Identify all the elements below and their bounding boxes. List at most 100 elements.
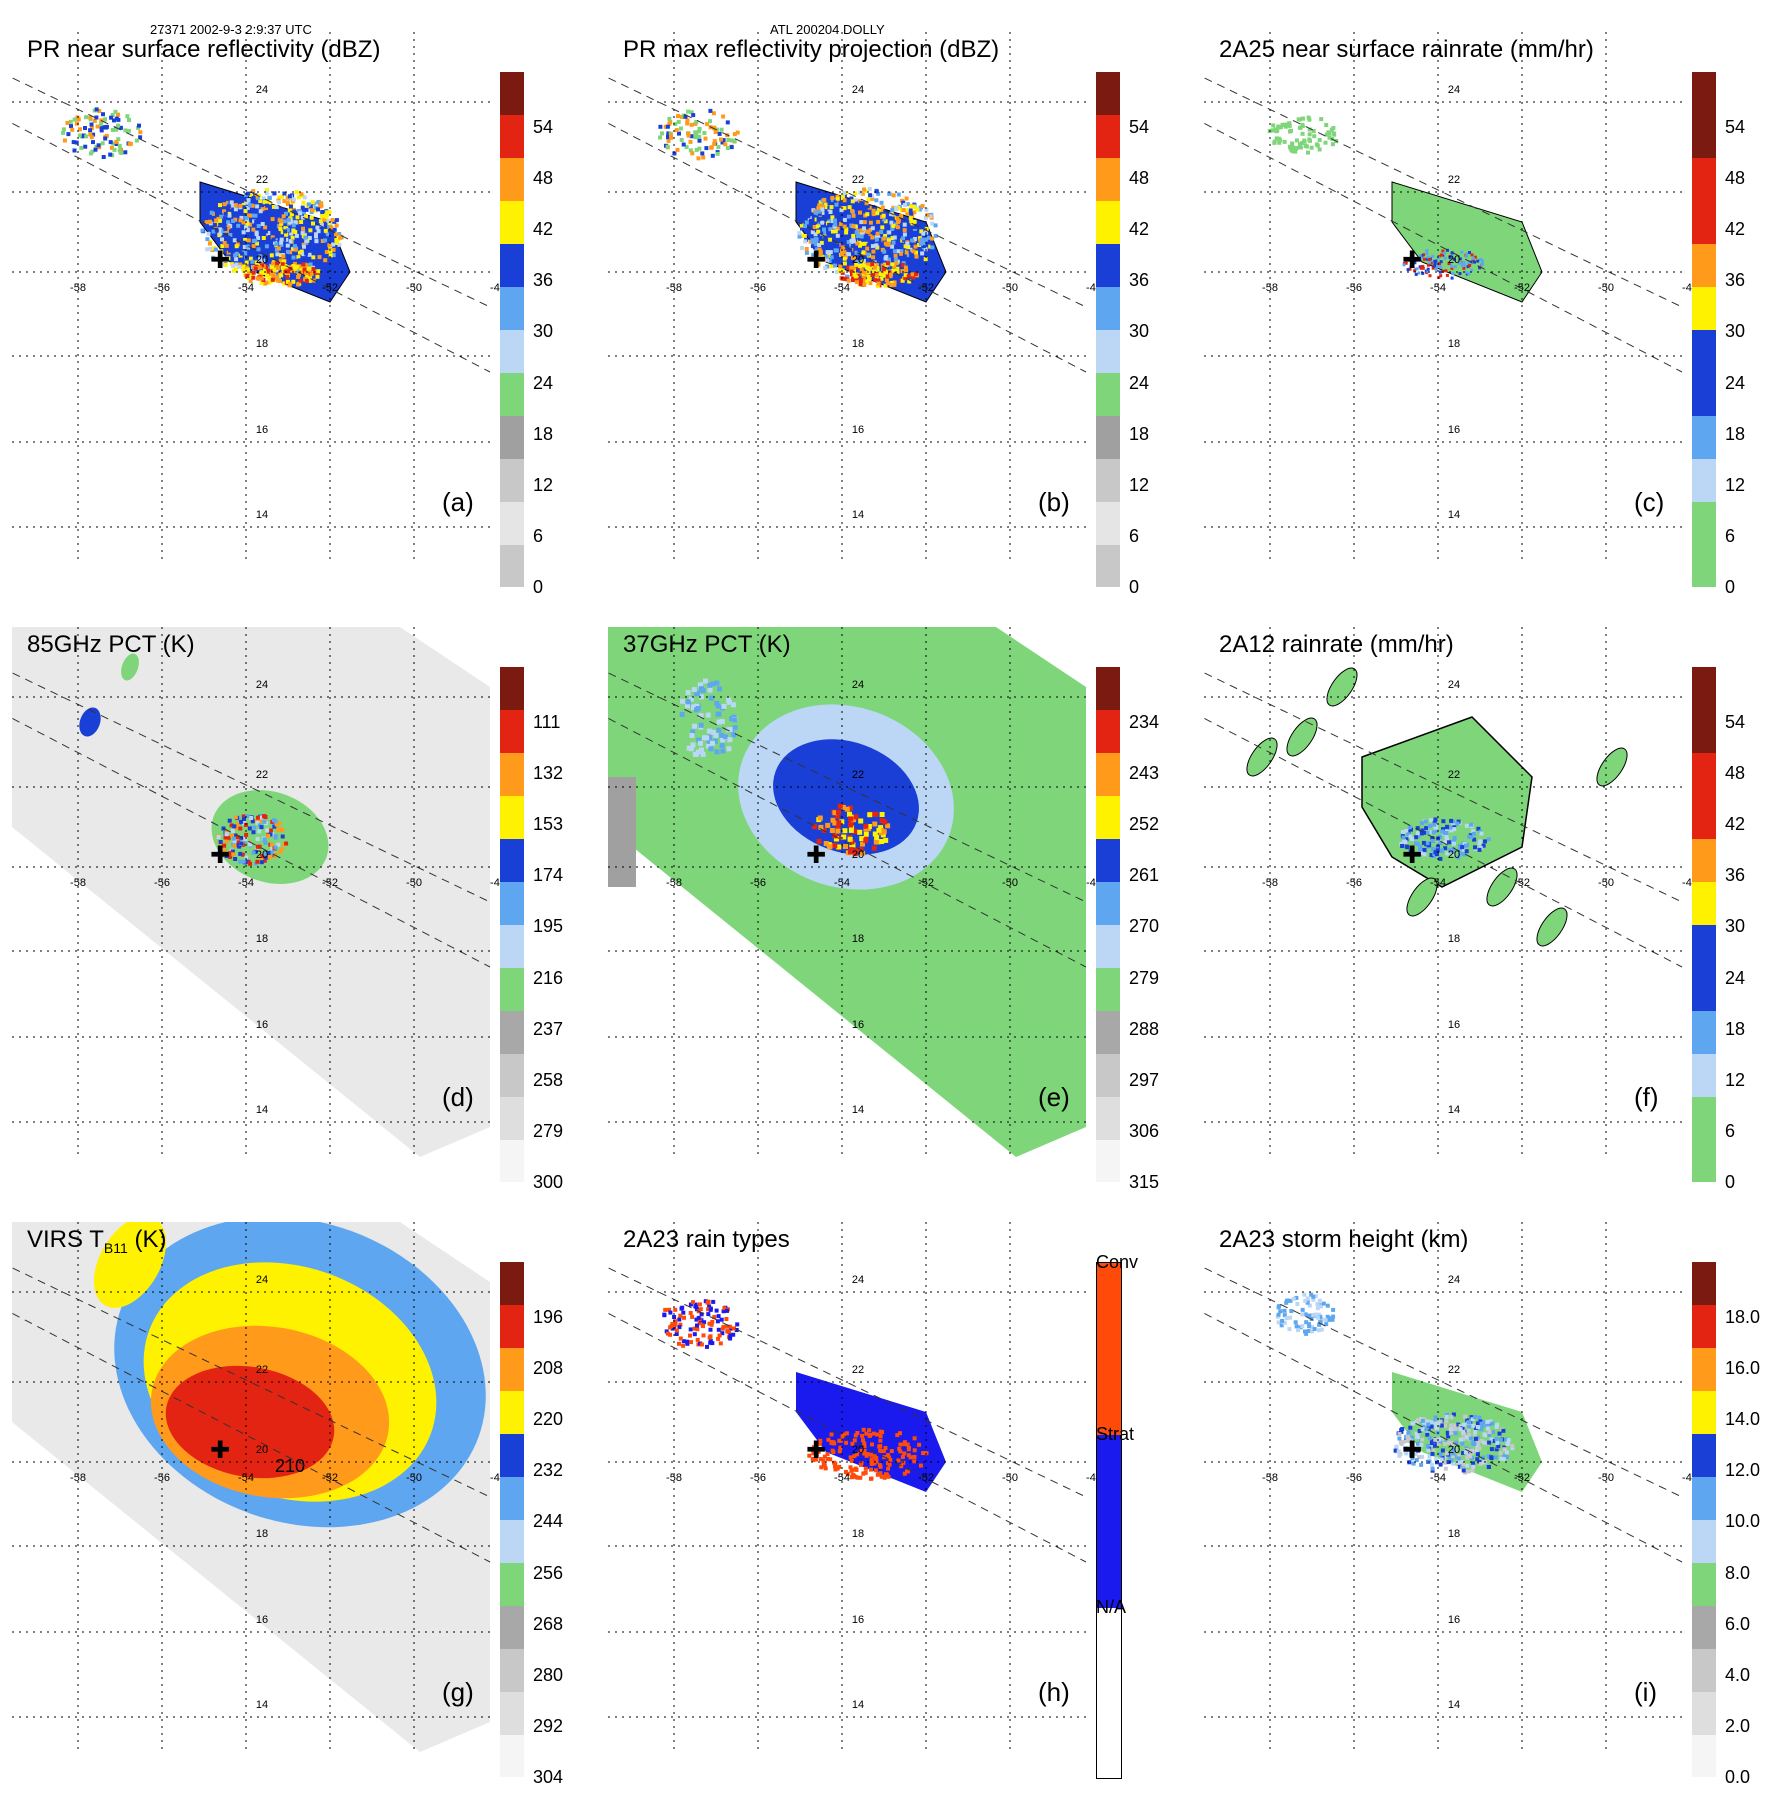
lon-label: -52 (322, 282, 338, 294)
lat-label: 22 (255, 174, 269, 186)
colorbar-segment (1692, 458, 1716, 502)
lat-label: 24 (1447, 84, 1461, 96)
panel-c: ✚ -58 -56 -54 -52 -50 -48 24 22 20 18 16 14 2A25 near… (1192, 32, 1771, 622)
lat-label: 18 (851, 933, 865, 945)
lat-label: 16 (851, 1614, 865, 1626)
colorbar-segment (1692, 243, 1716, 288)
contour-label: 210 (275, 1456, 305, 1476)
lon-label: -50 (406, 1472, 422, 1484)
colorbar-segment (1096, 114, 1120, 159)
colorbar-segment (1692, 329, 1716, 373)
lon-label: -52 (322, 1472, 338, 1484)
colorbar-tick: 18.0 (1725, 1307, 1761, 1327)
colorbar-segment (1097, 1608, 1121, 1778)
lat-label: 22 (255, 769, 269, 781)
panel-tag: (a) (442, 487, 474, 517)
colorbar-segment (1692, 72, 1716, 116)
panel-title: 2A23 rain types (623, 1226, 790, 1253)
map-h: ✚ (608, 1222, 1088, 1752)
colorbar-tick: 270 (1129, 916, 1160, 937)
storm-center-icon: ✚ (806, 1436, 826, 1464)
panel-title: 2A12 rainrate (mm/hr) (1219, 631, 1454, 658)
lon-label: -50 (1002, 877, 1018, 889)
lon-label: -52 (1514, 282, 1530, 294)
lon-label: -58 (1262, 282, 1278, 294)
lat-label: 16 (1447, 424, 1461, 436)
lat-label: 14 (255, 509, 269, 521)
colorbar-segment (1692, 795, 1716, 840)
colorbar-tick: 48 (1725, 168, 1746, 189)
lat-label: 18 (1447, 933, 1461, 945)
colorbar (500, 72, 524, 588)
colorbar-segment (500, 114, 524, 159)
lat-label: 14 (1447, 509, 1461, 521)
colorbar (1096, 667, 1120, 1183)
colorbar-tick: 237 (533, 1018, 564, 1039)
colorbar-segment (500, 243, 524, 288)
colorbar-tick: 12 (1725, 1069, 1746, 1090)
colorbar (1096, 72, 1120, 588)
colorbar-segment (500, 1519, 524, 1563)
colorbar-segment (1096, 372, 1120, 416)
colorbar-tick: 54 (533, 117, 554, 137)
lat-label: 18 (1447, 338, 1461, 350)
colorbar-tick: 0 (1725, 577, 1736, 597)
lon-label: -54 (238, 877, 254, 889)
map-f: ✚ (1204, 627, 1684, 1157)
colorbar-tick: 10.0 (1725, 1511, 1761, 1532)
colorbar-segment (1692, 1648, 1716, 1692)
colorbar-segment (1096, 157, 1120, 202)
lat-label: 14 (851, 1104, 865, 1116)
swath-edge (12, 1267, 491, 1498)
colorbar-tick: 4.0 (1725, 1664, 1751, 1685)
colorbar-tick: 12 (1129, 474, 1150, 495)
colorbar-segment (500, 1139, 524, 1183)
colorbar-tick: 256 (533, 1562, 564, 1583)
colorbar-segment (1096, 501, 1120, 545)
rain-area (1361, 716, 1533, 888)
panel-tag: (g) (442, 1677, 474, 1707)
colorbar-segment (1692, 114, 1716, 159)
colorbar-segment (500, 1053, 524, 1097)
panel-title: 85GHz PCT (K) (27, 631, 195, 658)
lat-label: 24 (255, 679, 269, 691)
colorbar-tick: 12 (533, 474, 554, 495)
colorbar-segment (1692, 1476, 1716, 1520)
lat-label: 22 (1447, 769, 1461, 781)
map-g: 210 ✚ (12, 1222, 492, 1752)
cloud-band (93, 1222, 167, 1308)
lat-label: 22 (1447, 1364, 1461, 1376)
colorbar-segment (500, 667, 524, 711)
lat-label: 16 (851, 1019, 865, 1031)
lon-label: -54 (1430, 282, 1446, 294)
lon-label: -58 (1262, 1472, 1278, 1484)
storm-center-icon: ✚ (1402, 246, 1422, 274)
colorbar-tick: 268 (533, 1613, 564, 1634)
lat-label: 20 (255, 849, 269, 861)
lat-label: 16 (255, 424, 269, 436)
colorbar-tick: 280 (533, 1664, 564, 1685)
colorbar-segment (1096, 967, 1120, 1011)
lon-label: -58 (1262, 877, 1278, 889)
colorbar-segment (1096, 329, 1120, 373)
map-i: ✚ (1204, 1222, 1684, 1752)
colorbar-segment (500, 1562, 524, 1606)
lon-label: -56 (154, 282, 170, 294)
colorbar-tick: Conv (1096, 1252, 1139, 1272)
colorbar-segment (500, 924, 524, 968)
lon-label: -52 (1514, 1472, 1530, 1484)
lon-label: -50 (1598, 877, 1614, 889)
colorbar-segment (500, 967, 524, 1011)
colorbar-segment (500, 1605, 524, 1649)
colorbar-segment (1692, 415, 1716, 459)
lon-label: -50 (406, 282, 422, 294)
lon-label: -54 (238, 1472, 254, 1484)
lon-label: -56 (750, 877, 766, 889)
colorbar-segment (1096, 1096, 1120, 1140)
colorbar (1096, 1262, 1122, 1779)
convective-cell (79, 707, 101, 737)
colorbar-tick: 36 (533, 270, 554, 291)
colorbar-tick: 30 (533, 321, 554, 342)
colorbar-segment (1692, 1433, 1716, 1478)
swath-edge (608, 77, 1087, 308)
